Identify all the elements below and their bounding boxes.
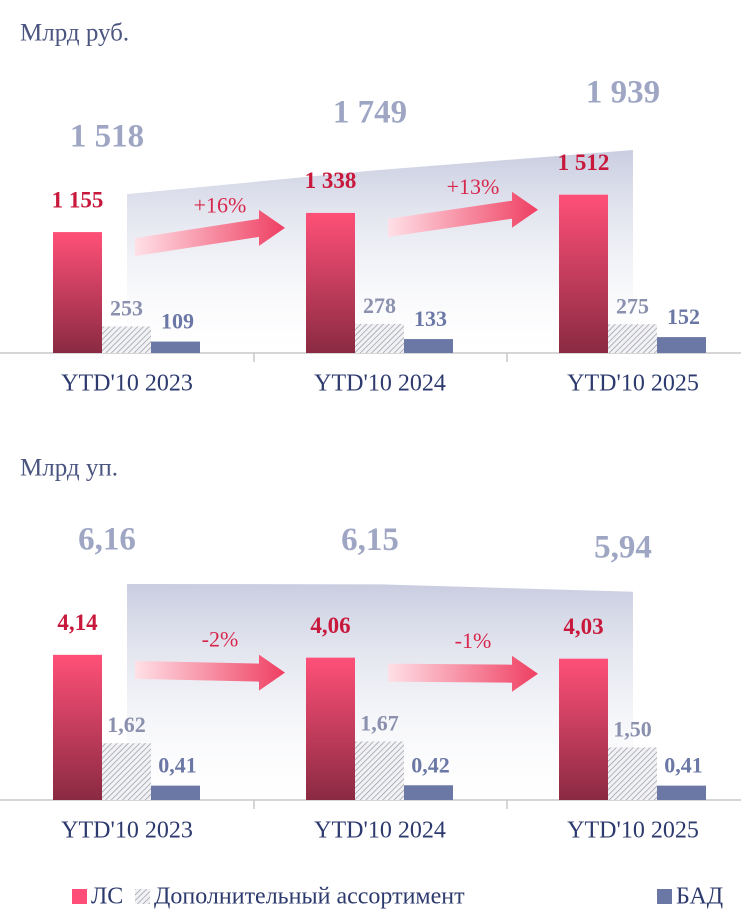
- bar: Дополнительный ассортимент: [102, 326, 151, 353]
- x-tick-label: YTD'10 2025: [567, 818, 699, 844]
- total-label: 6,16: [78, 522, 136, 558]
- legend-label: БАД: [676, 884, 723, 910]
- data-label: 4,06: [310, 613, 350, 638]
- bar: ЛС: [53, 654, 102, 800]
- total-label: 6,15: [341, 522, 399, 558]
- bar: БАД: [404, 339, 453, 353]
- data-label: 1 512: [558, 150, 610, 175]
- bar: ЛС: [559, 194, 608, 353]
- data-label: 1,50: [613, 716, 652, 741]
- bar: ЛС: [53, 232, 102, 353]
- total-area: [127, 150, 633, 353]
- data-label: 1,62: [107, 712, 146, 737]
- bar: БАД: [657, 785, 706, 800]
- growth-arrow: [135, 654, 285, 691]
- chart-title: Млрд руб.: [20, 20, 129, 47]
- data-label: 0,41: [158, 753, 197, 778]
- data-label: 0,41: [664, 753, 703, 778]
- bar: БАД: [404, 785, 453, 800]
- bar: Дополнительный ассортимент: [608, 747, 657, 800]
- data-label: 278: [363, 293, 396, 318]
- data-label: 133: [414, 306, 447, 331]
- data-label: 253: [110, 296, 143, 321]
- chart-title: Млрд уп.: [20, 455, 118, 482]
- growth-arrow: [388, 191, 538, 237]
- total-label: 1 749: [333, 94, 407, 130]
- bar: Дополнительный ассортимент: [608, 324, 657, 353]
- bar: ЛС: [559, 658, 608, 800]
- x-tick-label: YTD'10 2023: [61, 818, 193, 844]
- data-label: 4,14: [57, 610, 98, 635]
- bar: БАД: [657, 337, 706, 353]
- x-tick-label: YTD'10 2024: [314, 371, 446, 397]
- total-area: [127, 584, 633, 800]
- growth-label: -1%: [455, 628, 492, 653]
- x-tick-label: YTD'10 2024: [314, 818, 446, 844]
- bar: БАД: [151, 785, 200, 800]
- legend-swatch: [135, 889, 150, 904]
- legend-label: Дополнительный ассортимент: [154, 884, 465, 910]
- growth-label: +13%: [447, 174, 500, 199]
- legend: ЛС Дополнительный ассортимент БАД: [72, 884, 723, 910]
- bar: ЛС: [306, 657, 355, 800]
- x-tick-label: YTD'10 2025: [567, 371, 699, 397]
- growth-label: -2%: [202, 626, 239, 651]
- legend-swatch: [72, 889, 87, 904]
- data-label: 1,67: [360, 710, 399, 735]
- data-label: 4,03: [563, 614, 603, 639]
- bar: Дополнительный ассортимент: [355, 741, 404, 800]
- data-label: 1 155: [52, 187, 104, 212]
- bar: БАД: [151, 341, 200, 353]
- total-label: 1 518: [70, 119, 144, 155]
- bar: ЛС: [306, 212, 355, 353]
- growth-arrow: [388, 655, 538, 692]
- legend-label: ЛС: [91, 884, 123, 910]
- data-label: 109: [161, 309, 194, 334]
- total-label: 5,94: [594, 529, 652, 565]
- growth-arrow: [135, 209, 285, 257]
- data-label: 0,42: [411, 752, 450, 777]
- bar: Дополнительный ассортимент: [355, 323, 404, 353]
- data-label: 1 338: [305, 168, 357, 193]
- legend-swatch: [657, 889, 672, 904]
- x-tick-label: YTD'10 2023: [61, 371, 193, 397]
- bar: Дополнительный ассортимент: [102, 743, 151, 800]
- growth-label: +16%: [194, 193, 247, 218]
- data-label: 152: [667, 304, 700, 329]
- data-label: 275: [616, 293, 649, 318]
- total-label: 1 939: [586, 75, 660, 111]
